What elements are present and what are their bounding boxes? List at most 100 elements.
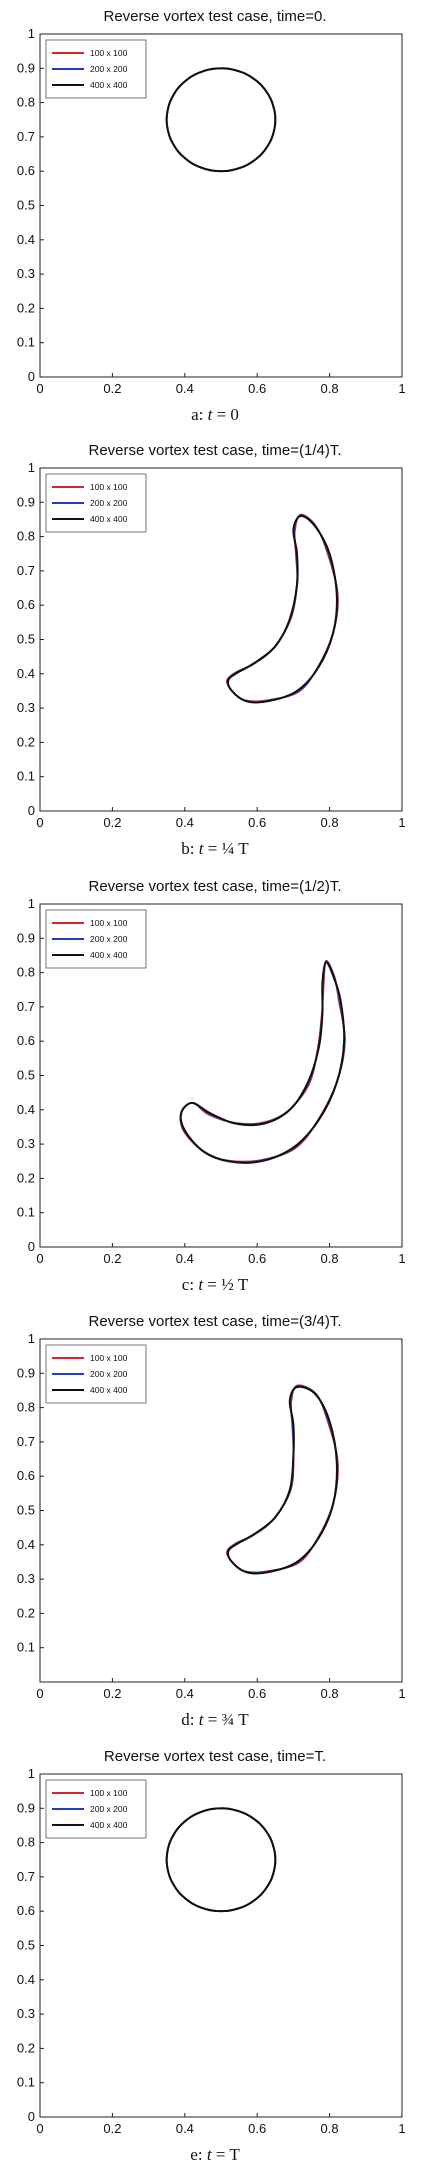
x-tick-label: 0.4: [176, 815, 194, 830]
y-tick-label: 0.8: [17, 965, 35, 980]
caption-value: = T: [211, 2145, 240, 2164]
caption-prefix: b:: [181, 839, 199, 858]
chart-panel: Reverse vortex test case, time=T. 0 0.2 0.4…: [0, 1740, 430, 2174]
y-tick-label: 0.9: [17, 1365, 35, 1380]
x-tick-label: 0.4: [176, 1686, 194, 1701]
y-tick-label: 0: [28, 1239, 35, 1254]
x-tick-label: 0.2: [103, 815, 121, 830]
legend-label: 100 x 100: [90, 48, 128, 58]
legend-label: 100 x 100: [90, 1353, 128, 1363]
y-tick-label: 0.2: [17, 734, 35, 749]
chart-panel: Reverse vortex test case, time=(3/4)T. 0 0…: [0, 1305, 430, 1739]
y-tick-label: 0.4: [17, 1102, 35, 1117]
x-tick-label: 0.2: [103, 2121, 121, 2136]
caption-value: = 0: [212, 405, 239, 424]
y-tick-label: 1: [28, 460, 35, 475]
caption-variable: t: [198, 1275, 204, 1294]
y-tick-label: 0.6: [17, 597, 35, 612]
x-tick-label: 0.8: [321, 815, 339, 830]
y-tick-label: 0.8: [17, 529, 35, 544]
y-tick-label: 0.1: [17, 1205, 35, 1220]
x-tick-label: 0.2: [103, 381, 121, 396]
x-tick-label: 0: [36, 381, 43, 396]
chart-title: Reverse vortex test case, time=0.: [103, 8, 327, 25]
caption-value: = ½ T: [203, 1275, 249, 1294]
caption-value: = ¼ T: [203, 839, 249, 858]
legend: 100 x 100 200 x 200 400 x 400: [45, 1344, 147, 1404]
chart-plot: 0 0.2 0.4 0.6 0.8 1 0.1 0.2 0.3 0.4 0.5 0.6 0.7 0.8 0.…: [17, 1331, 406, 1701]
series-line: [179, 961, 346, 1164]
y-tick-label: 0.9: [17, 1800, 35, 1815]
y-tick-label: 0: [28, 369, 35, 384]
series-line: [227, 514, 338, 704]
caption-variable: t: [198, 1710, 204, 1729]
x-tick-label: 0.6: [248, 2121, 266, 2136]
legend-label: 400 x 400: [90, 80, 128, 90]
y-tick-label: 1: [28, 896, 35, 911]
y-tick-label: 0.1: [17, 2075, 35, 2090]
y-tick-label: 0: [28, 803, 35, 818]
x-tick-label: 0.2: [103, 1686, 121, 1701]
y-tick-label: 0.5: [17, 1503, 35, 1518]
legend-label: 200 x 200: [90, 498, 128, 508]
legend-label: 200 x 200: [90, 1804, 128, 1814]
legend-label: 400 x 400: [90, 1385, 128, 1395]
y-tick-label: 0.9: [17, 930, 35, 945]
legend-label: 100 x 100: [90, 1788, 128, 1798]
y-tick-label: 0.2: [17, 1170, 35, 1185]
x-tick-label: 0.8: [321, 1251, 339, 1266]
legend-label: 200 x 200: [90, 1369, 128, 1379]
y-tick-label: 0.3: [17, 1136, 35, 1151]
x-tick-label: 1: [398, 815, 405, 830]
x-tick-label: 0: [36, 815, 43, 830]
chart-title: Reverse vortex test case, time=(1/2)T.: [88, 878, 342, 895]
panel-caption: a: t = 0: [0, 405, 430, 425]
x-tick-label: 1: [398, 1686, 405, 1701]
y-tick-label: 0.4: [17, 666, 35, 681]
x-tick-label: 0: [36, 1686, 43, 1701]
y-tick-label: 0.8: [17, 95, 35, 110]
legend: 100 x 100 200 x 200 400 x 400: [45, 909, 147, 969]
y-tick-label: 0.4: [17, 1972, 35, 1987]
chart-title: Reverse vortex test case, time=(1/4)T.: [88, 442, 342, 459]
x-tick-label: 1: [398, 381, 405, 396]
x-tick-label: 0.2: [103, 1251, 121, 1266]
legend-label: 100 x 100: [90, 482, 128, 492]
x-tick-label: 0.6: [248, 815, 266, 830]
y-tick-label: 0.2: [17, 1605, 35, 1620]
y-tick-label: 0.9: [17, 494, 35, 509]
y-tick-label: 1: [28, 26, 35, 41]
x-tick-label: 0.4: [176, 1251, 194, 1266]
y-tick-label: 0.5: [17, 1938, 35, 1953]
y-tick-label: 0.7: [17, 1869, 35, 1884]
x-tick-label: 0.6: [248, 381, 266, 396]
legend-label: 400 x 400: [90, 950, 128, 960]
caption-prefix: c:: [181, 1275, 199, 1294]
x-tick-label: 0.6: [248, 1686, 266, 1701]
legend-label: 400 x 400: [90, 1820, 128, 1830]
x-tick-label: 0.6: [248, 1251, 266, 1266]
legend: 100 x 100 200 x 200 400 x 400: [45, 1779, 147, 1839]
x-tick-label: 0: [36, 2121, 43, 2136]
legend: 100 x 100 200 x 200 400 x 400: [45, 473, 147, 533]
panel-caption: b: t = ¼ T: [0, 839, 430, 859]
legend: 100 x 100 200 x 200 400 x 400: [45, 39, 147, 99]
y-tick-label: 0.6: [17, 1033, 35, 1048]
series-line: [165, 67, 277, 173]
chart-plot: 0 0.2 0.4 0.6 0.8 1 0 0.1 0.2 0.3 0.4 0.5 0.6 0.7 0.8 0…: [17, 26, 406, 396]
x-tick-label: 1: [398, 1251, 405, 1266]
x-tick-label: 0: [36, 1251, 43, 1266]
y-tick-label: 0.7: [17, 563, 35, 578]
legend-label: 400 x 400: [90, 514, 128, 524]
y-tick-label: 0.1: [17, 769, 35, 784]
y-tick-label: 1: [28, 1766, 35, 1781]
y-tick-label: 0.2: [17, 2040, 35, 2055]
y-tick-label: 0.5: [17, 632, 35, 647]
y-tick-label: 0.5: [17, 198, 35, 213]
caption-variable: t: [207, 405, 213, 424]
y-tick-label: 0.6: [17, 1903, 35, 1918]
panel-caption: e: t = T: [0, 2145, 430, 2165]
y-tick-label: 0.3: [17, 700, 35, 715]
series-line: [165, 1807, 277, 1913]
chart-plot: 0 0.2 0.4 0.6 0.8 1 0 0.1 0.2 0.3 0.4 0.5 0.6 0.7 0.8 0…: [17, 896, 406, 1266]
